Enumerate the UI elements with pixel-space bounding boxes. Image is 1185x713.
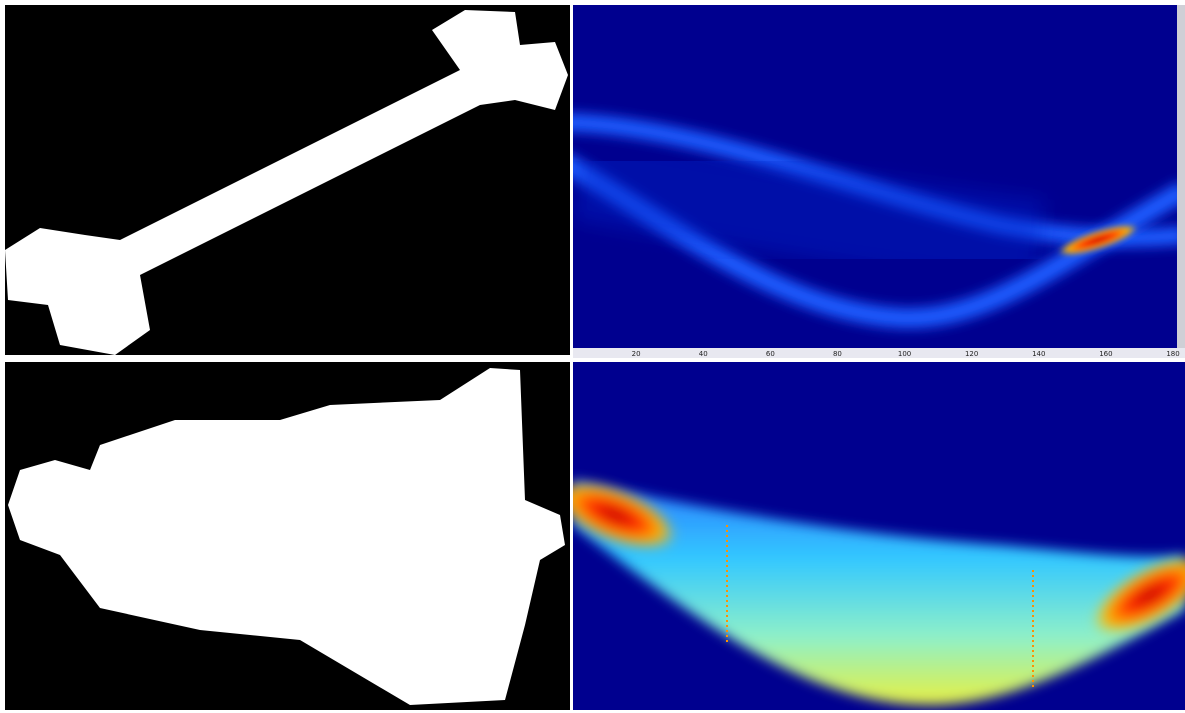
x-tick-label: 120 [965, 350, 978, 358]
sinogram-bottom [545, 362, 1185, 710]
binary-image-bottom [5, 362, 570, 710]
x-tick-label: 100 [898, 350, 911, 358]
x-tick-label: 40 [699, 350, 708, 358]
binary-image-top [5, 5, 570, 355]
axis-strip [573, 348, 1185, 358]
figure: 20 40 60 80 100 120 140 160 180 [0, 0, 1185, 713]
x-tick-label: 160 [1099, 350, 1112, 358]
x-tick-label: 80 [833, 350, 842, 358]
x-tick-label: 140 [1032, 350, 1045, 358]
x-tick-label: 60 [766, 350, 775, 358]
page: {"sinogram_axis": {"tick_labels": ["20",… [0, 0, 1185, 713]
axis-strip [1177, 5, 1185, 348]
sinogram-top: 20 40 60 80 100 120 140 160 180 [560, 5, 1185, 358]
x-tick-label: 20 [632, 350, 641, 358]
x-tick-label: 180 [1166, 350, 1179, 358]
